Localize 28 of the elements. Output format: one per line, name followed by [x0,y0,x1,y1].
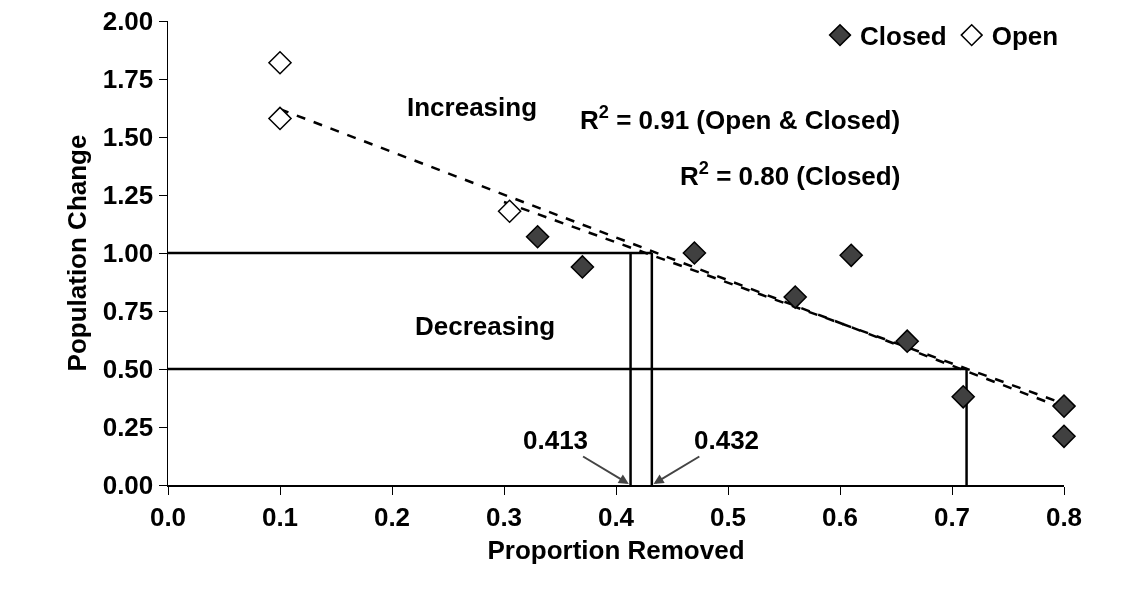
y-tick-label: 2.00 [102,6,154,37]
annotation: R$^{2}$ = 0.80 (Closed) [680,158,901,191]
annotation: Increasing [407,92,538,122]
y-tick-label: 0.25 [102,412,154,443]
y-axis-title: Population Change [62,134,93,372]
y-tick-label: 0.50 [102,354,154,385]
x-tick-label: 0.7 [933,501,971,532]
x-tick-label: 0.8 [1045,501,1083,532]
annotation: R$^{2}$ = 0.91 (Open & Closed) [580,102,901,135]
legend-label: Open [991,21,1059,52]
annotation: 0.432 [694,425,760,455]
y-tick-label: 1.50 [102,122,154,153]
x-axis-title: Proportion Removed [487,535,745,566]
x-tick-label: 0.0 [149,501,187,532]
x-tick-label: 0.4 [597,501,635,532]
x-tick-label: 0.6 [821,501,859,532]
x-tick-label: 0.1 [261,501,299,532]
legend-label: Closed [860,21,947,52]
y-tick-label: 0.75 [102,296,154,327]
annotation: 0.413 [523,425,589,455]
annotation: Decreasing [415,311,556,341]
y-tick-label: 1.25 [102,180,154,211]
x-tick-label: 0.3 [485,501,523,532]
y-tick-label: 0.00 [102,470,154,501]
x-tick-label: 0.5 [709,501,747,532]
y-tick-label: 1.00 [102,238,154,269]
x-tick-label: 0.2 [373,501,411,532]
y-tick-label: 1.75 [102,64,154,95]
